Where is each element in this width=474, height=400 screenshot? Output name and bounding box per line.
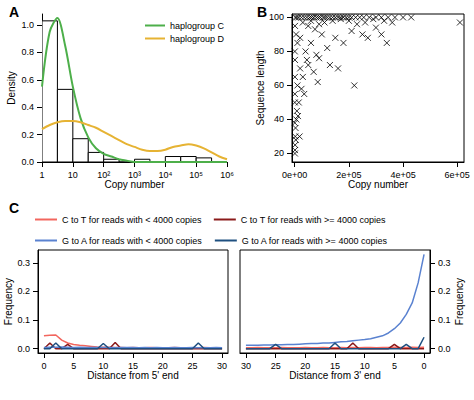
svg-text:0.1: 0.1: [17, 315, 30, 325]
svg-text:Frequency: Frequency: [454, 278, 465, 325]
svg-text:0.2: 0.2: [438, 286, 451, 296]
svg-text:0.0: 0.0: [21, 157, 34, 167]
svg-text:Sequence length: Sequence length: [255, 50, 266, 125]
svg-text:10⁶: 10⁶: [220, 170, 234, 180]
svg-text:C: C: [9, 200, 19, 216]
svg-text:haplogroup C: haplogroup C: [170, 21, 225, 31]
svg-text:20: 20: [274, 148, 284, 158]
svg-text:100: 100: [269, 12, 284, 22]
svg-text:4e+05: 4e+05: [390, 170, 415, 180]
svg-text:20: 20: [158, 361, 168, 371]
svg-text:G to A for reads with < 4000 c: G to A for reads with < 4000 copies: [62, 236, 202, 246]
svg-text:2e+05: 2e+05: [336, 170, 361, 180]
svg-text:20: 20: [300, 361, 310, 371]
svg-text:0.4: 0.4: [21, 102, 34, 112]
svg-text:G to A for reads with >= 4000: G to A for reads with >= 4000 copies: [242, 236, 388, 246]
svg-text:5: 5: [71, 361, 76, 371]
svg-text:0.8: 0.8: [21, 47, 34, 57]
svg-text:80: 80: [274, 46, 284, 56]
svg-text:30: 30: [217, 361, 227, 371]
svg-text:15: 15: [330, 361, 340, 371]
svg-text:10: 10: [68, 170, 78, 180]
svg-text:Distance from 5' end: Distance from 5' end: [87, 370, 178, 381]
svg-text:0.3: 0.3: [17, 258, 30, 268]
svg-text:0.2: 0.2: [17, 286, 30, 296]
svg-text:10³: 10³: [128, 170, 141, 180]
svg-text:Frequency: Frequency: [3, 278, 14, 325]
svg-text:25: 25: [271, 361, 281, 371]
svg-text:0: 0: [41, 361, 46, 371]
svg-text:B: B: [257, 4, 267, 20]
svg-text:60: 60: [274, 80, 284, 90]
svg-text:1: 1: [39, 170, 44, 180]
svg-text:6e+05: 6e+05: [445, 170, 470, 180]
svg-text:0.0: 0.0: [17, 344, 30, 354]
svg-text:0.6: 0.6: [21, 75, 34, 85]
svg-text:haplogroup D: haplogroup D: [170, 34, 225, 44]
svg-text:Copy number: Copy number: [104, 179, 165, 190]
svg-text:C to T for reads with >= 4000: C to T for reads with >= 4000 copies: [241, 215, 386, 225]
svg-text:30: 30: [241, 361, 251, 371]
svg-text:0: 0: [422, 361, 427, 371]
svg-text:10: 10: [360, 361, 370, 371]
svg-text:10⁵: 10⁵: [189, 170, 203, 180]
svg-text:0.0: 0.0: [438, 344, 451, 354]
svg-text:C to T for reads with < 4000 c: C to T for reads with < 4000 copies: [62, 215, 202, 225]
svg-text:10⁴: 10⁴: [158, 170, 172, 180]
svg-text:0e+00: 0e+00: [282, 170, 307, 180]
svg-text:10: 10: [98, 361, 108, 371]
svg-text:0.3: 0.3: [438, 258, 451, 268]
svg-text:0.1: 0.1: [438, 315, 451, 325]
svg-text:Distance from 3' end: Distance from 3' end: [289, 370, 380, 381]
svg-text:Density: Density: [6, 71, 17, 104]
svg-text:A: A: [9, 4, 19, 20]
svg-text:15: 15: [128, 361, 138, 371]
svg-text:Copy number: Copy number: [348, 179, 409, 190]
svg-text:0.2: 0.2: [21, 130, 34, 140]
svg-text:10²: 10²: [97, 170, 110, 180]
svg-text:1.0: 1.0: [21, 20, 34, 30]
svg-text:40: 40: [274, 114, 284, 124]
svg-text:5: 5: [392, 361, 397, 371]
svg-text:25: 25: [187, 361, 197, 371]
